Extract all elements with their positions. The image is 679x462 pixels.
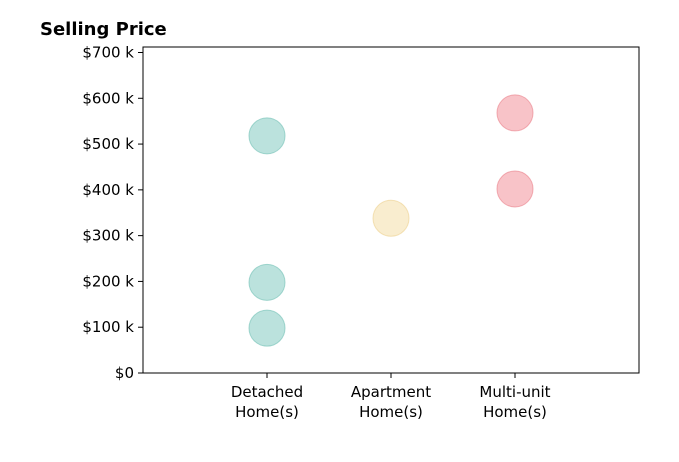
- x-tick-label: Home(s): [235, 403, 299, 421]
- y-tick-label: $600 k: [82, 89, 134, 107]
- y-tick-label: $0: [115, 364, 134, 382]
- y-tick-label: $300 k: [82, 227, 134, 245]
- data-point: [248, 309, 286, 347]
- data-point: [372, 199, 410, 237]
- x-tick-label: Detached: [231, 383, 303, 401]
- y-tick-label: $400 k: [82, 181, 134, 199]
- data-point: [248, 117, 286, 155]
- x-tick-label: Home(s): [359, 403, 423, 421]
- x-tick-label: Home(s): [483, 403, 547, 421]
- data-points: [248, 94, 534, 347]
- y-tick-label: $100 k: [82, 318, 134, 336]
- x-tick-label: Multi-unit: [479, 383, 550, 401]
- chart-title: Selling Price: [40, 19, 167, 40]
- y-tick-label: $700 k: [82, 43, 134, 61]
- x-tick-label: Apartment: [351, 383, 431, 401]
- y-tick-label: $500 k: [82, 135, 134, 153]
- data-point: [496, 94, 534, 132]
- data-point: [496, 170, 534, 208]
- data-point: [248, 263, 286, 301]
- y-axis: $0 $100 k $200 k $300 k $400 k $500 k $600 k $7…: [82, 43, 143, 382]
- x-axis: Detached Home(s) Apartment Home(s) Multi-uni…: [231, 373, 551, 421]
- y-tick-label: $200 k: [82, 272, 134, 290]
